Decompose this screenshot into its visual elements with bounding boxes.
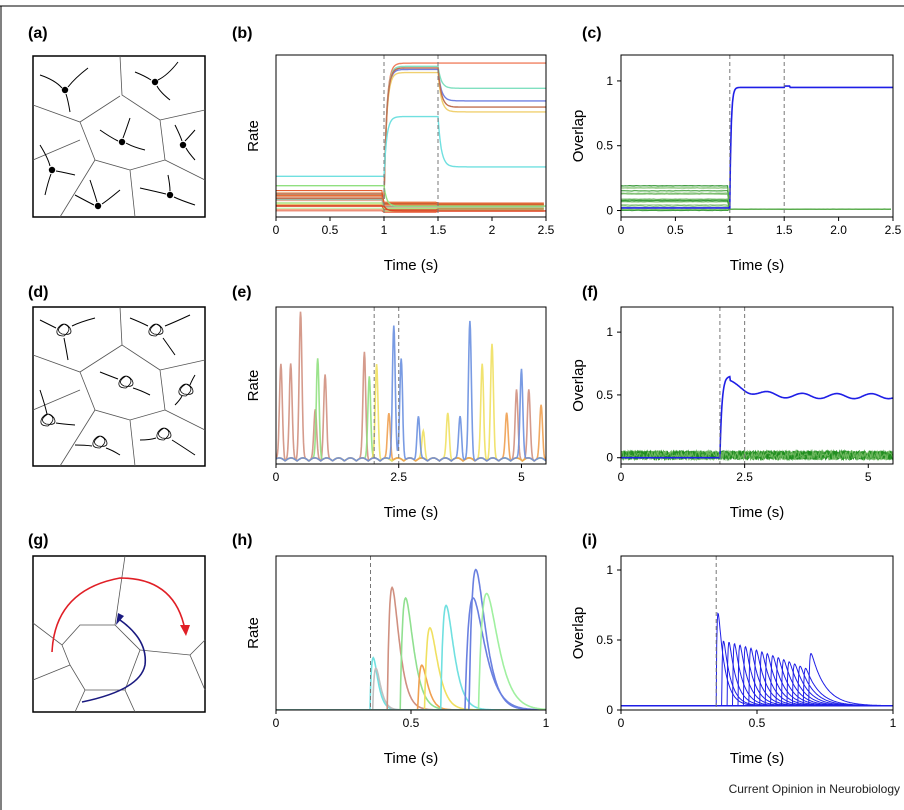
rate-trace-series <box>276 115 546 178</box>
y-tick-label: 0.5 <box>596 633 613 647</box>
x-tick-label: 0 <box>618 470 625 484</box>
y-tick-label: 0.5 <box>596 139 613 153</box>
overlap-trace-other <box>621 192 891 211</box>
rate-trace-sequence <box>276 592 546 710</box>
blue-trajectory-arrow <box>81 619 147 703</box>
plot-area-f <box>621 375 893 462</box>
x-tick-label: 1.5 <box>776 223 793 237</box>
rate-trace-sequence <box>276 586 546 710</box>
chart-c: 0 0.5 1 1.5 2.0 2.5 0 0.5 1 Time (s) Overlap <box>570 54 902 274</box>
panel-label-g: (g) <box>28 532 48 549</box>
y-tick-label: 0 <box>606 451 613 465</box>
panel-label-f: (f) <box>582 284 598 301</box>
plot-area-e <box>276 311 546 462</box>
overlap-trace-target <box>621 85 893 209</box>
x-tick-label: 5 <box>865 470 872 484</box>
panel-label-c: (c) <box>582 25 602 42</box>
rate-trace-background <box>276 192 544 205</box>
rate-trace-background <box>276 202 544 209</box>
y-axis-label: Rate <box>245 370 262 402</box>
x-tick-label: 2.0 <box>830 223 847 237</box>
credit-text: Current Opinion in Neurobiology <box>729 782 900 796</box>
y-axis-label: Rate <box>245 617 262 649</box>
x-tick-label: 0 <box>273 223 280 237</box>
rate-trace-background <box>276 195 544 206</box>
x-tick-label: 0 <box>273 716 280 730</box>
x-tick-label: 1 <box>381 223 388 237</box>
x-tick-label: 0.5 <box>667 223 684 237</box>
x-axis-label: Time (s) <box>384 504 438 521</box>
x-tick-label: 1 <box>543 716 550 730</box>
axes-frame <box>275 555 547 711</box>
rate-trace-sequence <box>276 568 546 710</box>
panel-g-sequence-landscape-diagram <box>32 555 206 713</box>
x-tick-label: 0.5 <box>322 223 339 237</box>
rate-trace-series <box>276 184 546 207</box>
panel-label-b: (b) <box>232 25 252 42</box>
x-tick-label: 1 <box>890 716 897 730</box>
chart-b: 0 0.5 1 1.5 2 2.5 Time (s) Rate <box>245 54 555 274</box>
x-tick-label: 0.5 <box>403 716 420 730</box>
panel-label-a: (a) <box>28 25 48 42</box>
x-tick-label: 2 <box>489 223 496 237</box>
rate-trace-chaotic <box>276 320 546 462</box>
axes-frame <box>275 306 547 465</box>
axes-frame <box>620 555 894 711</box>
panel-label-e: (e) <box>232 284 252 301</box>
y-tick-label: 1 <box>606 325 613 339</box>
rate-trace-series <box>276 205 546 212</box>
x-axis-label: Time (s) <box>384 750 438 767</box>
rate-trace-sequence <box>276 596 546 710</box>
y-tick-label: 1 <box>606 74 613 88</box>
x-tick-label: 2.5 <box>390 470 407 484</box>
x-tick-label: 0 <box>273 470 280 484</box>
chart-f: 0 2.5 5 0 0.5 1 Time (s) Overlap <box>570 306 894 521</box>
axes-frame <box>620 54 894 218</box>
plot-area-i <box>621 612 893 707</box>
overlap-trace-other <box>621 450 893 462</box>
y-axis-label: Overlap <box>570 359 587 412</box>
y-axis-label: Rate <box>245 120 262 152</box>
x-tick-label: 2.5 <box>736 470 753 484</box>
x-axis-label: Time (s) <box>384 257 438 274</box>
x-tick-label: 1 <box>726 223 733 237</box>
chart-e: 0 2.5 5 Time (s) Rate <box>245 306 547 521</box>
panel-d-chaotic-landscape-diagram <box>32 306 206 467</box>
rate-trace-series <box>276 67 546 200</box>
x-axis-label: Time (s) <box>730 504 784 521</box>
overlap-trace-target <box>621 375 893 459</box>
chart-i: 0 0.5 1 0 0.5 1 Time (s) Overlap <box>570 555 897 767</box>
rate-trace-background <box>276 190 544 204</box>
y-axis-label: Overlap <box>570 607 587 660</box>
x-tick-label: 0 <box>618 223 625 237</box>
x-tick-label: 0 <box>618 716 625 730</box>
axes-frame <box>620 306 894 465</box>
x-tick-label: 0.5 <box>749 716 766 730</box>
x-tick-label: 2.5 <box>885 223 902 237</box>
panel-label-d: (d) <box>28 284 48 301</box>
y-tick-label: 0.5 <box>596 388 613 402</box>
x-tick-label: 1.5 <box>430 223 447 237</box>
x-tick-label: 2.5 <box>538 223 555 237</box>
overlap-trace-sequence <box>621 652 893 707</box>
plot-area-c <box>621 85 893 212</box>
x-tick-label: 5 <box>518 470 525 484</box>
plot-area-b <box>276 62 546 213</box>
y-tick-label: 0 <box>606 204 613 218</box>
red-trajectory-arrow <box>51 577 186 653</box>
x-axis-label: Time (s) <box>730 257 784 274</box>
panel-a-landscape-diagram <box>32 55 206 218</box>
panel-label-h: (h) <box>232 532 252 549</box>
chart-h: 0 0.5 1 Time (s) Rate <box>245 555 550 767</box>
y-tick-label: 0 <box>606 703 613 717</box>
y-axis-label: Overlap <box>570 110 587 163</box>
panel-label-i: (i) <box>582 532 597 549</box>
x-axis-label: Time (s) <box>730 750 784 767</box>
axes-frame <box>275 54 547 218</box>
y-tick-label: 1 <box>606 563 613 577</box>
